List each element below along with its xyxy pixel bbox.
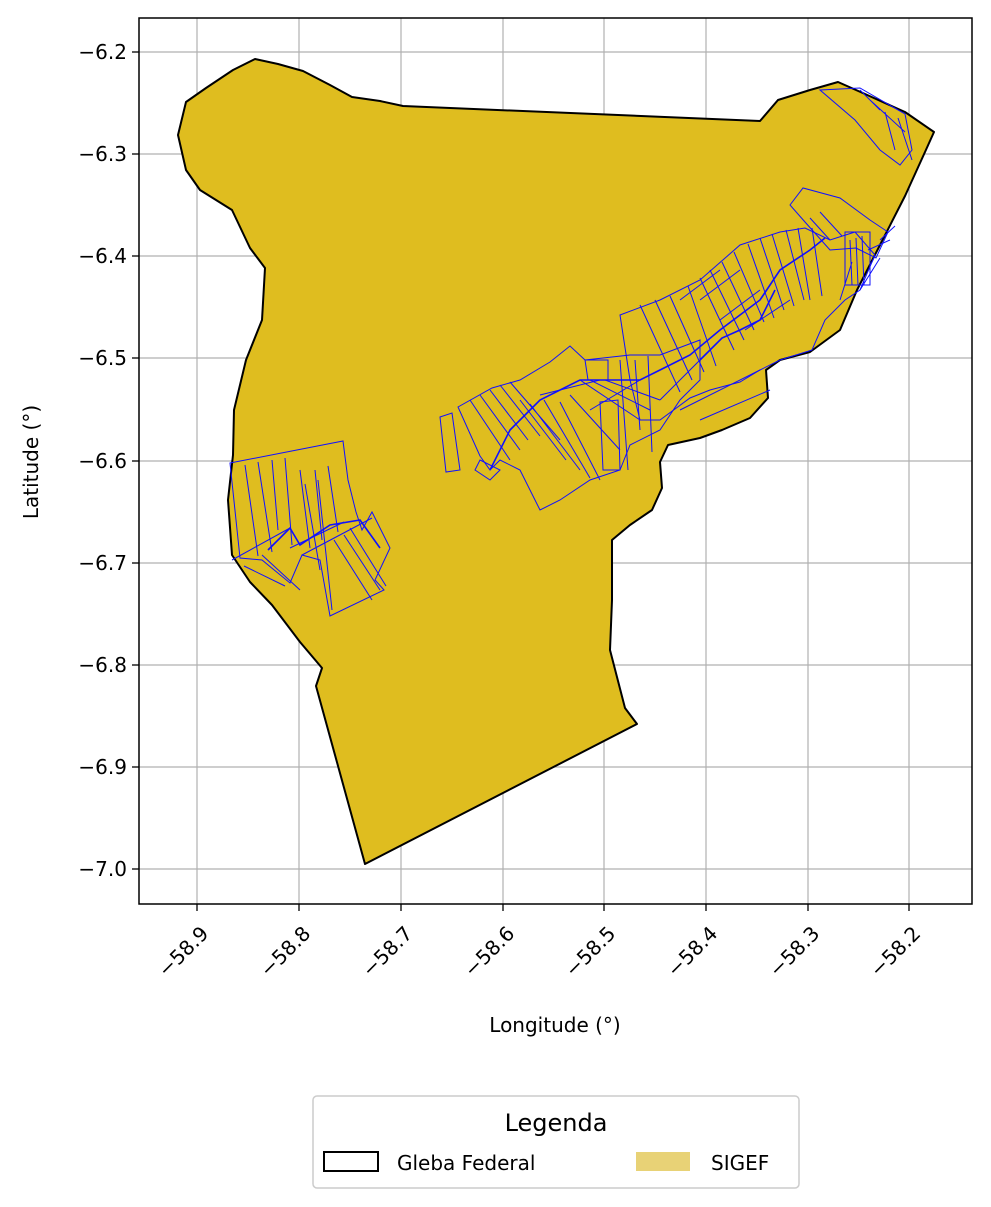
sigef-parcel [639,227,823,421]
y-tick-label: −6.5 [78,346,127,370]
y-tick-label: −7.0 [78,857,127,881]
y-axis-ticks: −6.2 −6.3 −6.4 −6.5 −6.6 −6.7 −6.8 −6.9 −7.0 [78,40,139,881]
sigef-parcel [859,89,913,161]
y-tick-label: −6.2 [78,40,127,64]
sigef-parcel [844,231,871,286]
y-axis-label: Latitude (°) [19,405,43,519]
x-tick-label: −58.3 [764,921,824,981]
legend-swatch-gleba-federal [323,1151,379,1172]
y-tick-label: −6.7 [78,551,127,575]
sigef-parcel [474,459,501,481]
sigef-parcel [231,457,387,611]
x-tick-label: −58.2 [865,921,925,981]
sigef-parcel [809,211,896,301]
sigef-parcel [439,412,461,473]
sigef-parcel [818,87,913,166]
y-tick-label: −6.3 [78,142,127,166]
parcel-main-lines [267,237,826,551]
x-tick-label: −58.4 [662,921,722,981]
x-tick-label: −58.7 [357,921,417,981]
legend: Legenda Gleba Federal SIGEF [312,1095,800,1189]
legend-label-sigef: SIGEF [711,1151,769,1175]
legend-swatch-sigef [636,1152,690,1171]
parcel-main-line [267,519,381,551]
x-tick-label: −58.6 [459,921,519,981]
sigef-parcel [599,399,621,471]
legend-title: Legenda [505,1109,608,1137]
parcel-main-line [699,289,776,361]
x-tick-label: −58.8 [255,921,315,981]
sigef-parcel [457,339,701,511]
parcel-main-line [489,237,826,471]
x-axis-ticks: −58.9 −58.8 −58.7 −58.6 −58.5 −58.4 −58.3 −58.2 [153,904,925,982]
x-tick-label: −58.9 [153,921,213,981]
y-tick-label: −6.4 [78,244,127,268]
y-tick-label: −6.8 [78,653,127,677]
gleba-federal-polygon [177,58,935,865]
y-tick-label: −6.9 [78,755,127,779]
sigef-parcel [229,440,391,617]
sigef-parcel [789,187,889,259]
x-axis-label: Longitude (°) [489,1013,620,1037]
sigef-parcels [229,87,913,617]
legend-label-gleba-federal: Gleba Federal [397,1151,535,1175]
y-tick-label: −6.6 [78,449,127,473]
x-tick-label: −58.5 [560,921,620,981]
